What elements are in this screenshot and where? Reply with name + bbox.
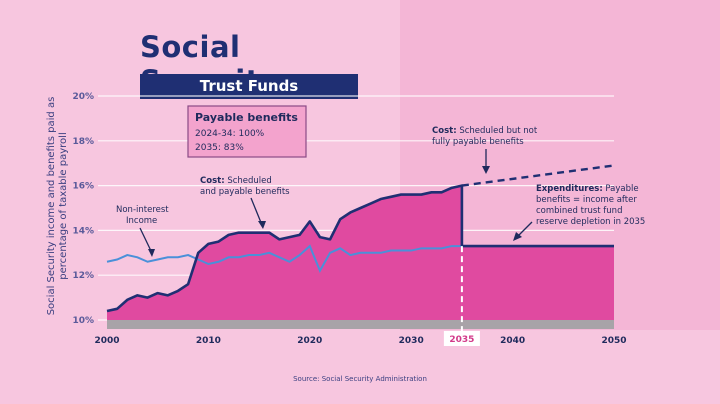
annotation-cost2: Cost: Scheduled but not [432,126,538,136]
annotation-cost2-2: fully payable benefits [432,137,524,147]
annotation-cost2-bold: Cost: [432,126,457,136]
annotation-exp-bold: Expenditures: [536,184,603,194]
annotation-cost2-arrowhead [482,166,490,174]
page-subtitle: Trust Funds [140,74,358,99]
annotation-noninterest-1: Non-interest [116,205,169,215]
annotation-cost-pointer [250,197,263,226]
y-tick-label: 10% [72,316,94,326]
x-tick-label: 2030 [399,336,424,346]
expenditures-area [461,246,614,320]
annotation-exp-3: combined trust fund [536,206,622,216]
annotation-exp-1: Payable [605,184,638,194]
annotation-cost-arrowhead [258,221,266,229]
payable-benefits-box [187,105,307,158]
y-tick-label: 18% [72,137,94,147]
payable-benefits-heading: Payable benefits [195,111,298,124]
cost-line [106,184,464,313]
y-tick-label: 20% [72,92,94,102]
cost-area [107,185,462,320]
annotation-cost: Cost: Scheduled [200,176,272,186]
base-band [107,320,614,329]
annotation-cost-bold: Cost: [200,176,225,186]
annotation-exp-4: reserve depletion in 2035 [536,217,645,227]
x-tick-label: 2000 [94,336,119,346]
y-tick-label: 16% [72,182,94,192]
annotation-exp-arrowhead [513,232,522,241]
annotation-cost-2: and payable benefits [200,187,290,197]
annotation-noninterest-pointer [139,227,153,254]
annotation-noninterest-2: Income [126,216,157,226]
x-tick-label: 2050 [601,336,626,346]
payable-benefits-line2: 2035: 83% [195,143,244,153]
x-tick-label: 2020 [297,336,322,346]
projected-cost-line [461,164,615,187]
x-tick-label: 2040 [500,336,525,346]
payable-benefits-line1: 2024-34: 100% [195,129,265,139]
annotation-cost-1: Scheduled [227,176,271,186]
annotation-exp-pointer [516,221,533,238]
annotation-exp-2: benefits = income after [536,195,637,205]
y-tick-label: 14% [72,226,94,236]
source-note: Source: Social Security Administration [293,375,427,383]
x-tick-label-highlight: 2035 [449,335,474,345]
annotation-exp: Expenditures: Payable [536,184,639,194]
highlight-year-box [443,331,480,346]
x-tick-label: 2010 [196,336,221,346]
annotation-cost2-1: Scheduled but not [459,126,538,136]
y-tick-label: 12% [72,271,94,281]
annotation-noninterest-arrowhead [148,249,155,257]
income-line [106,244,462,274]
